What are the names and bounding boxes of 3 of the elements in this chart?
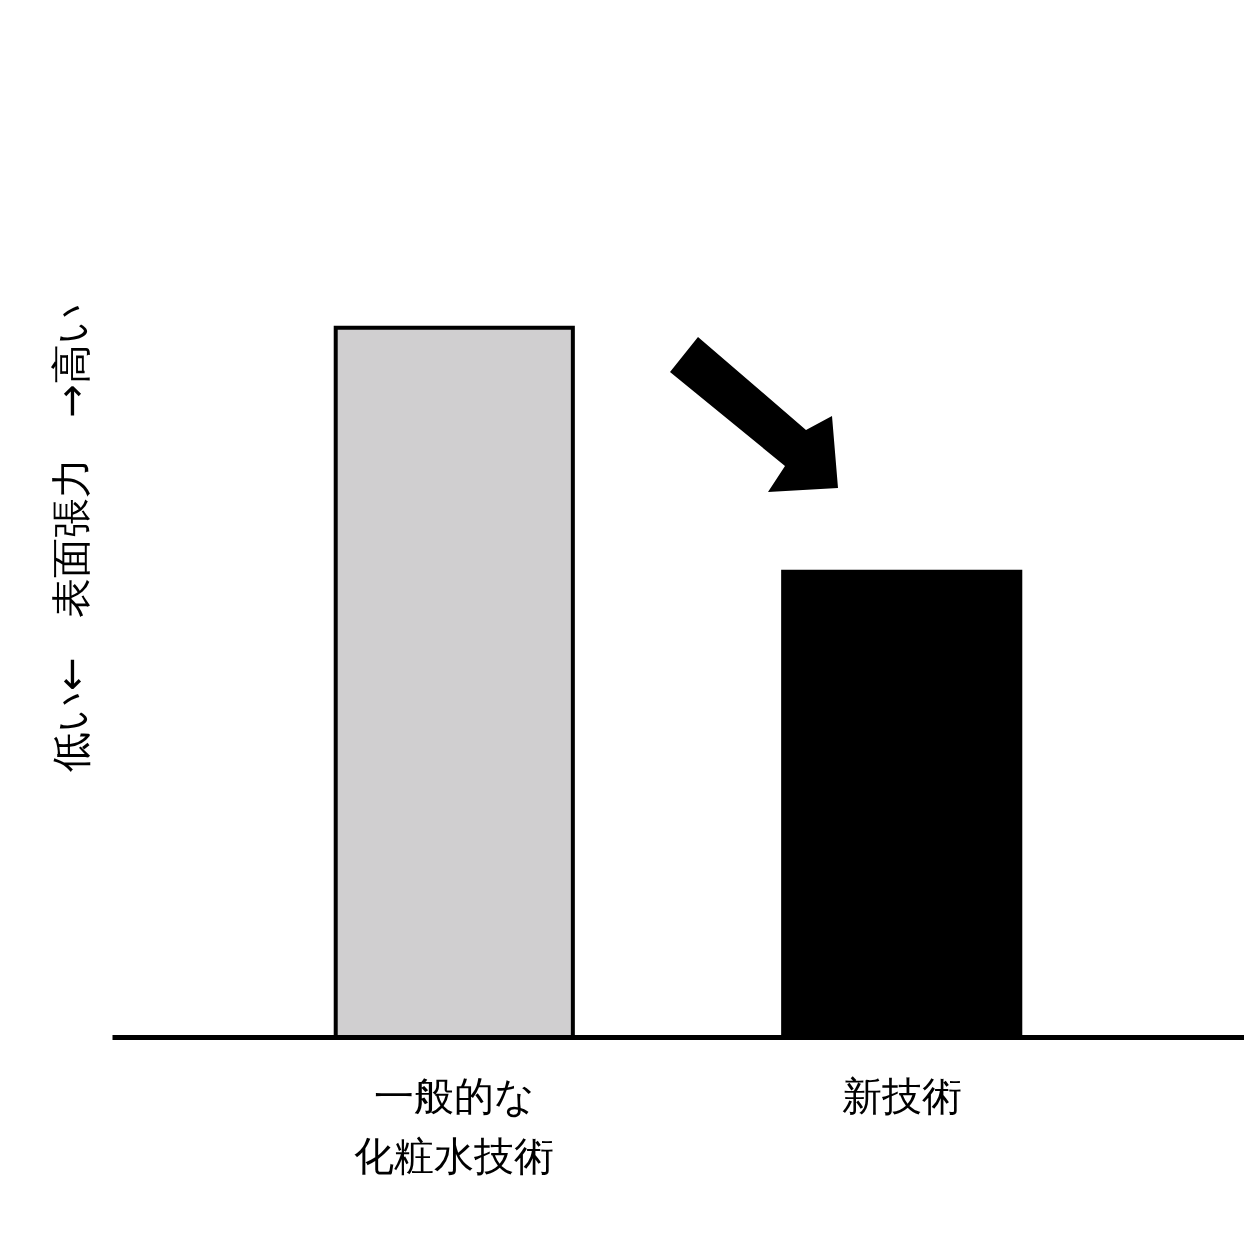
x-tick-label: 一般的な化粧水技術 — [354, 1072, 555, 1179]
y-axis-title: 低い← 表面張力 →高い — [47, 302, 94, 773]
x-tick-label: 新技術 — [841, 1072, 962, 1119]
